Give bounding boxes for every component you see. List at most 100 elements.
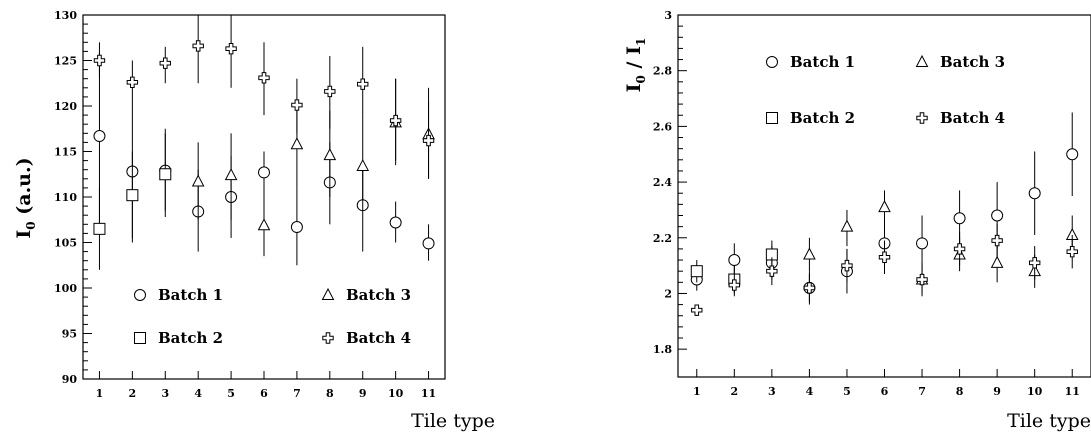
legend-label: Batch 4	[940, 109, 1005, 127]
y-tick-label: 2.4	[653, 176, 672, 189]
legend-square-marker	[766, 112, 778, 124]
y-tick-label: 3	[664, 9, 672, 22]
series-batch-4	[691, 223, 1078, 316]
x-tick-label: 4	[194, 387, 202, 400]
y-axis-title: I0 / I1	[623, 38, 648, 93]
cross-marker	[324, 85, 336, 98]
cross-marker	[93, 54, 106, 67]
legend-label: Batch 1	[790, 53, 855, 71]
x-tick-label: 8	[956, 385, 964, 398]
legend-circle-marker	[134, 289, 146, 301]
x-tick-label: 6	[881, 385, 889, 398]
triangle-marker	[191, 174, 205, 187]
cross-marker	[841, 259, 853, 272]
triangle-marker	[224, 168, 238, 181]
triangle-marker	[257, 218, 271, 231]
x-axis-title: Tile type	[411, 410, 495, 432]
cross-marker	[422, 134, 435, 147]
square-marker	[690, 265, 703, 278]
x-tick-label: 4	[806, 385, 814, 398]
triangle-marker	[803, 247, 816, 260]
circle-marker	[991, 209, 1004, 222]
y-tick-label: 105	[54, 237, 77, 250]
right-panel: 1.8 2 2.2 2.4 2.6 2.8 3 1 2 3 4 5 6 7 8 9 10 11 Tile type I…	[623, 9, 1091, 432]
cross-marker	[357, 78, 369, 90]
x-tick-label: 5	[227, 387, 235, 400]
circle-marker	[258, 166, 270, 179]
x-tick-label: 10	[1027, 385, 1043, 398]
cross-marker	[878, 251, 891, 263]
y-tick-label: 90	[62, 373, 78, 386]
legend-label: Batch 3	[346, 286, 411, 304]
x-tick-label: 6	[260, 387, 268, 400]
y-tick-label: 110	[54, 191, 77, 204]
x-tick-label: 7	[293, 387, 301, 400]
y-tick-label: 2.6	[653, 120, 672, 133]
circle-marker	[93, 130, 106, 143]
legend-label: Batch 3	[940, 53, 1005, 71]
legend-circle-marker	[766, 56, 778, 68]
circle-marker	[1028, 187, 1041, 200]
x-tick-label: 9	[359, 387, 367, 400]
cross-marker	[126, 76, 139, 89]
y-axis-title: I0 (a.u.)	[13, 157, 38, 238]
y-tick-label: 120	[54, 100, 77, 113]
cross-marker	[291, 99, 303, 111]
square-marker	[159, 168, 172, 181]
square-marker	[93, 222, 106, 235]
y-tick-label: 2	[664, 287, 672, 300]
cross-marker	[728, 279, 741, 291]
left-panel: 90 95 100 105 110 115 120 125 130 1 2 3 4 5 6 7 8 9 10 11 Ti…	[13, 9, 495, 432]
cross-marker	[953, 243, 966, 255]
x-tick-label: 7	[918, 385, 926, 398]
series-batch-2	[93, 133, 172, 270]
circle-marker	[1066, 148, 1079, 161]
cross-marker	[803, 282, 816, 294]
triangle-marker	[990, 255, 1004, 268]
x-tick-label: 8	[326, 387, 334, 400]
x-tick-label: 9	[993, 385, 1001, 398]
cross-marker	[389, 114, 402, 127]
cross-marker	[691, 304, 703, 316]
triangle-marker	[878, 200, 891, 213]
x-tick-label: 3	[768, 385, 776, 398]
y-tick-label: 100	[54, 282, 77, 295]
series-batch-3	[803, 190, 1079, 297]
x-tick-label: 11	[421, 387, 436, 400]
circle-marker	[728, 254, 741, 267]
legend-cross-marker	[322, 332, 334, 344]
series-batch-4	[93, 15, 435, 179]
legend-triangle-marker	[321, 287, 335, 300]
series-batch-1	[690, 112, 1079, 305]
cross-marker	[916, 273, 928, 286]
circle-marker	[290, 221, 303, 234]
x-axis-title: Tile type	[1007, 410, 1091, 432]
legend: Batch 1 Batch 3 Batch 2 Batch 4	[766, 53, 1005, 127]
x-tick-label: 3	[161, 387, 169, 400]
circle-marker	[422, 237, 435, 250]
triangle-marker	[323, 148, 337, 161]
x-tick-label: 2	[730, 385, 738, 398]
x-tick-label: 2	[129, 387, 137, 400]
x-tick-label: 11	[1065, 385, 1080, 398]
legend-label: Batch 2	[790, 109, 855, 127]
cross-marker	[991, 234, 1003, 247]
cross-marker	[159, 57, 171, 69]
legend: Batch 1 Batch 3 Batch 2 Batch 4	[134, 286, 411, 347]
triangle-marker	[840, 219, 854, 232]
y-tick-label: 125	[54, 55, 77, 68]
x-tick-label: 1	[693, 385, 701, 398]
y-tick-label: 115	[54, 146, 77, 159]
cross-marker	[766, 265, 778, 277]
cross-marker	[1028, 257, 1041, 269]
series-batch-3	[191, 78, 435, 257]
y-tick-label: 1.8	[653, 343, 672, 356]
triangle-marker	[290, 137, 304, 150]
legend-label: Batch 4	[346, 329, 411, 347]
cross-marker	[1066, 245, 1078, 258]
circle-marker	[916, 237, 929, 250]
cross-marker	[192, 40, 204, 52]
cross-marker	[225, 42, 237, 55]
legend-triangle-marker	[915, 54, 929, 67]
